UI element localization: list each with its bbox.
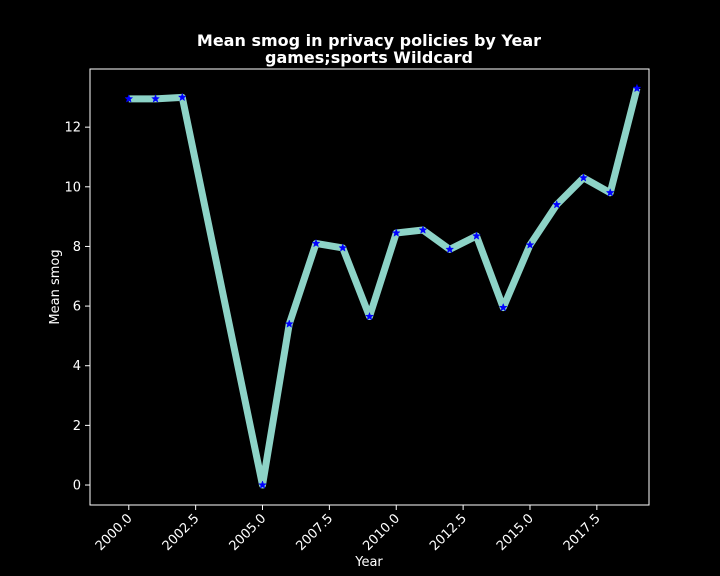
series-line [128,87,641,489]
chart-title: Mean smog in privacy policies by Year [197,31,541,50]
y-tick-label: 6 [73,300,81,315]
data-point-marker [552,199,562,209]
data-point-marker [605,188,615,197]
y-axis: 0 2 4 6 8 10 12 [64,121,90,494]
data-point-marker [284,319,294,328]
y-tick-label: 4 [73,359,81,374]
y-tick-label: 0 [73,479,81,494]
data-point-marker [177,92,187,102]
data-point-marker [472,231,481,240]
chart-subtitle: games;sports Wildcard [265,48,473,67]
data-point-marker [525,240,535,249]
x-axis-label: Year [354,555,383,570]
data-point-marker [445,244,455,254]
y-tick-label: 10 [64,180,81,195]
plot-area-frame [89,68,650,506]
y-tick-label: 2 [73,419,81,434]
data-point-marker [498,302,508,312]
data-point-marker [418,225,428,234]
data-point-marker [632,83,642,93]
data-point-marker [258,480,267,489]
data-point-marker [311,238,321,248]
data-point-marker [365,311,374,321]
series-layer [124,83,642,489]
data-point-marker [151,94,160,103]
y-axis-label: Mean smog [48,249,63,324]
data-point-marker [579,173,588,182]
data-point-marker [338,243,348,252]
y-tick-label: 8 [73,240,81,255]
y-tick-label: 12 [64,121,81,136]
data-point-marker [124,94,134,103]
data-point-marker [391,228,401,237]
